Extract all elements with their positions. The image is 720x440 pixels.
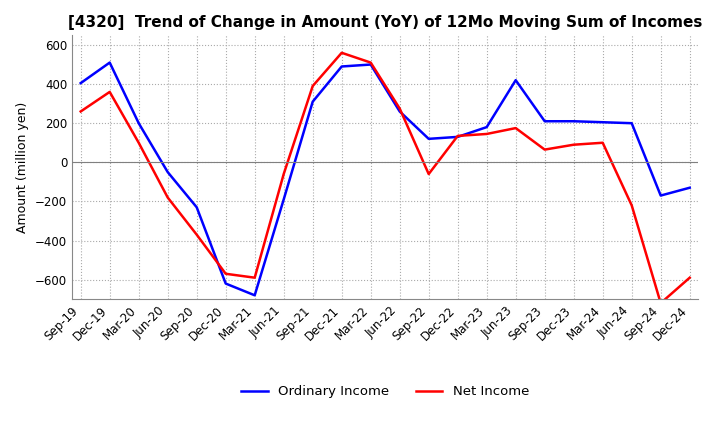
- Net Income: [657, 301, 665, 306]
- Ordinary Income: [308, 99, 317, 104]
- Ordinary Income: [657, 193, 665, 198]
- Ordinary Income: [105, 60, 114, 65]
- Ordinary Income: [570, 119, 578, 124]
- Line: Ordinary Income: Ordinary Income: [81, 62, 690, 295]
- Ordinary Income: [76, 81, 85, 86]
- Title: [4320]  Trend of Change in Amount (YoY) of 12Mo Moving Sum of Incomes: [4320] Trend of Change in Amount (YoY) o…: [68, 15, 703, 30]
- Ordinary Income: [424, 136, 433, 142]
- Ordinary Income: [221, 281, 230, 286]
- Ordinary Income: [685, 185, 694, 191]
- Ordinary Income: [598, 120, 607, 125]
- Net Income: [511, 125, 520, 131]
- Net Income: [482, 131, 491, 136]
- Ordinary Income: [163, 169, 172, 175]
- Net Income: [541, 147, 549, 152]
- Net Income: [221, 271, 230, 276]
- Net Income: [251, 275, 259, 280]
- Ordinary Income: [541, 119, 549, 124]
- Ordinary Income: [627, 121, 636, 126]
- Ordinary Income: [511, 77, 520, 83]
- Ordinary Income: [251, 293, 259, 298]
- Net Income: [135, 140, 143, 145]
- Net Income: [627, 203, 636, 208]
- Ordinary Income: [338, 64, 346, 69]
- Ordinary Income: [454, 134, 462, 139]
- Net Income: [685, 275, 694, 280]
- Net Income: [570, 142, 578, 147]
- Net Income: [279, 172, 288, 177]
- Net Income: [338, 50, 346, 55]
- Y-axis label: Amount (million yen): Amount (million yen): [17, 102, 30, 233]
- Ordinary Income: [366, 62, 375, 67]
- Ordinary Income: [135, 121, 143, 126]
- Net Income: [192, 232, 201, 237]
- Net Income: [366, 60, 375, 65]
- Net Income: [308, 84, 317, 89]
- Net Income: [105, 89, 114, 95]
- Ordinary Income: [192, 205, 201, 210]
- Net Income: [395, 106, 404, 111]
- Ordinary Income: [279, 197, 288, 202]
- Ordinary Income: [395, 109, 404, 114]
- Net Income: [76, 109, 85, 114]
- Net Income: [424, 172, 433, 177]
- Net Income: [598, 140, 607, 145]
- Line: Net Income: Net Income: [81, 53, 690, 303]
- Net Income: [454, 133, 462, 139]
- Legend: Ordinary Income, Net Income: Ordinary Income, Net Income: [236, 380, 534, 403]
- Net Income: [163, 195, 172, 200]
- Ordinary Income: [482, 125, 491, 130]
